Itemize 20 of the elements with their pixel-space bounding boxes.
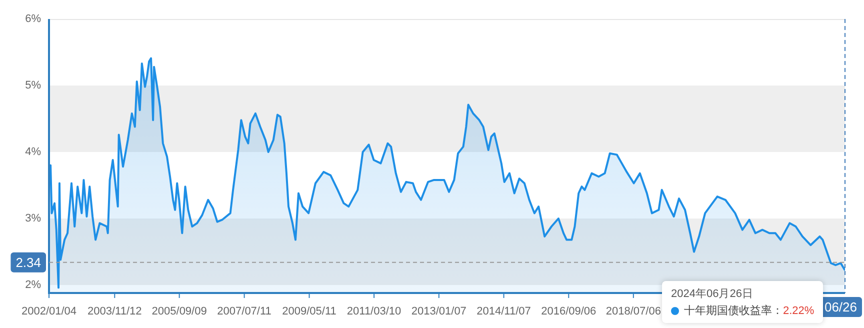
x-tick-label: 2009/05/11 — [282, 306, 336, 318]
ref-line-label: 06/26 — [824, 300, 858, 315]
y-tick-label: 5% — [25, 80, 42, 92]
annotation: 2024年06月26日 — [671, 287, 754, 301]
x-tick-label: 2002/01/04 — [21, 306, 77, 318]
x-tick-label: 2018/07/06 — [606, 306, 661, 318]
y-tick-label: 4% — [25, 146, 42, 158]
x-tick-label: 2013/01/07 — [411, 306, 466, 318]
y-tick-label: 3% — [25, 212, 42, 225]
text: 2.22% — [783, 305, 814, 317]
x-tick-label: 2016/09/06 — [541, 306, 596, 318]
ref-line-label: 2.34 — [16, 254, 42, 270]
x-tick-label: 2003/11/12 — [88, 306, 142, 318]
x-tick-label: 2011/03/10 — [346, 306, 402, 318]
legend-label: 十年期国债收益率： — [684, 305, 783, 317]
y-tick-label: 2% — [25, 279, 42, 292]
x-tick-label: 2007/07/11 — [217, 306, 272, 318]
y-tick-label: 6% — [25, 13, 42, 26]
x-tick-label: 2005/09/09 — [152, 306, 207, 318]
x-tick-label: 2014/11/07 — [476, 306, 531, 318]
